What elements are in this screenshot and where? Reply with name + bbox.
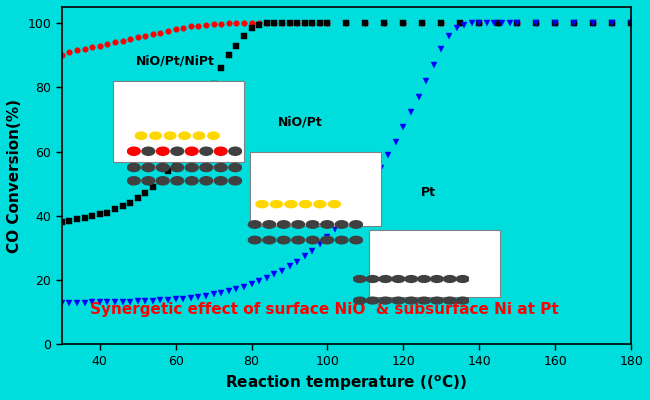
Circle shape [354,297,366,304]
Circle shape [157,164,169,172]
Circle shape [278,236,290,244]
Circle shape [285,201,297,208]
Circle shape [214,177,227,185]
Text: Synergetic effect of surface NiO  & subsurface Ni at Pt: Synergetic effect of surface NiO & subsu… [90,302,559,318]
Circle shape [443,297,456,304]
Circle shape [164,132,176,139]
Circle shape [354,276,366,282]
Circle shape [248,221,261,228]
Circle shape [335,221,348,228]
Circle shape [208,132,219,139]
FancyBboxPatch shape [369,230,500,297]
Circle shape [214,164,227,172]
Circle shape [418,276,430,282]
Circle shape [200,147,213,155]
X-axis label: Reaction temperature ($\mathregular{(^oC)}$): Reaction temperature ($\mathregular{(^oC… [226,374,467,393]
Circle shape [135,132,147,139]
Text: NiO/Pt: NiO/Pt [278,115,323,128]
Circle shape [229,177,242,185]
Circle shape [379,276,392,282]
Circle shape [171,147,184,155]
Circle shape [263,221,276,228]
Circle shape [229,164,242,172]
Circle shape [248,236,261,244]
Circle shape [142,177,155,185]
Circle shape [157,147,169,155]
Circle shape [392,297,405,304]
FancyBboxPatch shape [113,81,244,162]
Circle shape [179,132,190,139]
Circle shape [292,236,305,244]
Circle shape [200,164,213,172]
Circle shape [306,221,319,228]
Circle shape [256,201,268,208]
Circle shape [405,276,417,282]
Circle shape [185,177,198,185]
Circle shape [171,164,184,172]
Circle shape [430,297,443,304]
Circle shape [366,297,379,304]
Circle shape [270,201,283,208]
FancyBboxPatch shape [250,152,381,226]
Circle shape [320,236,333,244]
Circle shape [306,236,319,244]
Circle shape [214,147,227,155]
Circle shape [127,147,140,155]
Circle shape [229,147,242,155]
Circle shape [300,201,311,208]
Circle shape [430,276,443,282]
Circle shape [200,177,213,185]
Circle shape [456,276,469,282]
Circle shape [142,164,155,172]
Circle shape [157,177,169,185]
Circle shape [328,201,341,208]
Circle shape [142,147,155,155]
Circle shape [405,297,417,304]
Circle shape [150,132,161,139]
Circle shape [292,221,305,228]
Circle shape [185,164,198,172]
Circle shape [392,276,405,282]
Circle shape [127,177,140,185]
Circle shape [418,297,430,304]
Circle shape [193,132,205,139]
Circle shape [350,236,363,244]
Circle shape [443,276,456,282]
Text: Pt: Pt [421,186,436,199]
Circle shape [263,236,276,244]
Circle shape [127,164,140,172]
Circle shape [350,221,363,228]
Circle shape [320,221,333,228]
Text: NiO/Pt/NiPt: NiO/Pt/NiPt [136,54,214,67]
Circle shape [379,297,392,304]
Circle shape [171,177,184,185]
Circle shape [185,147,198,155]
Circle shape [366,276,379,282]
Y-axis label: CO Conversion(%): CO Conversion(%) [7,99,22,253]
Circle shape [314,201,326,208]
Circle shape [278,221,290,228]
Circle shape [456,297,469,304]
Circle shape [335,236,348,244]
